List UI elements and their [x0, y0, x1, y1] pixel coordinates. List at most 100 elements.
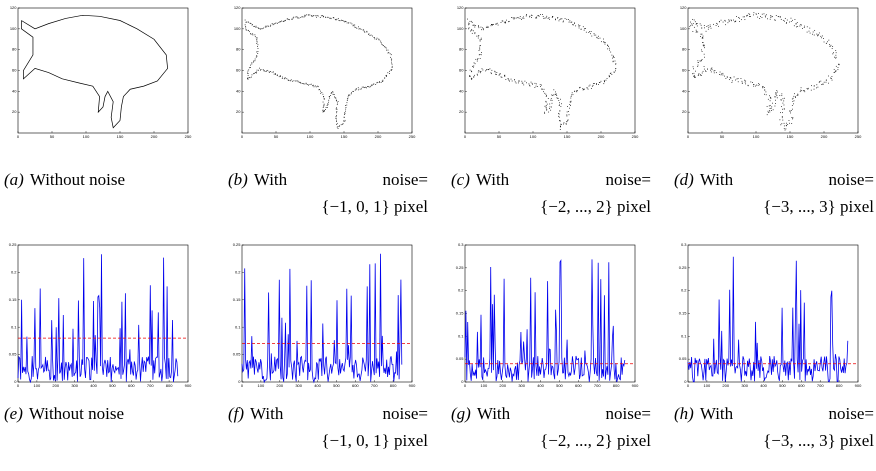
caption-line: (a) Without noise — [4, 166, 204, 193]
contour-dot — [695, 23, 697, 25]
contour-dot — [346, 98, 348, 100]
contour-dot — [830, 77, 831, 79]
contour-dot — [539, 84, 541, 86]
contour-dot — [561, 18, 563, 20]
contour-dot — [548, 111, 550, 113]
contour-dot — [576, 91, 578, 93]
contour-dot — [797, 94, 799, 96]
contour-dot — [343, 116, 345, 118]
caption: (e) Without noise — [4, 400, 204, 427]
contour-dot — [253, 26, 255, 27]
contour-dot — [250, 33, 252, 35]
contour-dot — [380, 42, 382, 44]
contour-dot — [719, 74, 720, 75]
contour-dot — [699, 23, 701, 25]
contour-dot — [322, 16, 324, 18]
contour-dot — [247, 70, 249, 72]
contour-dot — [782, 19, 784, 21]
contour-dot — [279, 21, 281, 23]
contour-dot — [694, 21, 696, 23]
contour-dot — [800, 87, 802, 89]
contour-dot — [720, 74, 722, 76]
contour-dot — [355, 89, 357, 91]
contour-dot — [779, 95, 781, 96]
contour-dot — [813, 34, 815, 36]
contour-dot — [519, 17, 521, 19]
contour-dot — [759, 84, 760, 86]
contour-dot — [360, 28, 362, 30]
contour-dot — [260, 69, 261, 71]
x-tick-label: 200 — [52, 383, 59, 388]
contour-dot — [335, 108, 337, 110]
contour-dot — [765, 94, 767, 96]
contour-dot — [336, 18, 338, 20]
contour-dot — [490, 25, 492, 27]
contour-dot — [604, 43, 606, 45]
contour-dot — [256, 51, 258, 53]
contour-dot — [480, 37, 482, 39]
contour-dot — [781, 106, 782, 108]
contour-dot — [245, 29, 247, 31]
contour-dot — [262, 69, 264, 71]
contour-dot — [555, 19, 556, 21]
contour-dot — [775, 15, 777, 16]
contour-dot — [728, 19, 730, 21]
contour-dot — [812, 33, 813, 35]
contour-dot — [254, 60, 256, 62]
contour-dot — [608, 47, 610, 49]
contour-dot — [606, 78, 608, 79]
contour-dot — [541, 84, 542, 86]
contour-dot — [482, 29, 484, 31]
x-tick-label: 0 — [687, 134, 690, 139]
contour-dot — [346, 22, 348, 24]
contour-dot — [350, 93, 352, 95]
contour-dot — [724, 20, 726, 22]
contour-dot — [503, 21, 505, 23]
panel-label: (g) — [451, 404, 471, 423]
contour-dot — [705, 70, 706, 72]
contour-dot — [834, 56, 835, 58]
contour-dot — [770, 15, 771, 17]
y-tick-label: 120 — [457, 5, 464, 10]
contour-dot — [697, 74, 699, 76]
contour-dot — [250, 33, 251, 35]
y-tick-label: 60 — [12, 68, 17, 73]
contour-dot — [469, 75, 471, 76]
contour-dot — [531, 14, 532, 16]
contour-dot — [471, 32, 473, 34]
contour-dot — [741, 82, 743, 84]
contour-dot — [512, 17, 514, 19]
contour-dot — [257, 51, 259, 52]
x-tick-label: 400 — [314, 383, 321, 388]
x-tick-label: 700 — [147, 383, 154, 388]
contour-dot — [372, 35, 373, 37]
plot: 0 50 100 150 200 250 20 40 60 80 100 120 — [457, 5, 639, 139]
contour-dot — [817, 35, 818, 37]
contour-dot — [336, 111, 338, 112]
caption-text: Without noise — [28, 404, 125, 423]
contour-dot — [305, 15, 306, 17]
contour-dot — [358, 28, 360, 30]
contour-dot — [585, 31, 587, 33]
contour-dot — [545, 101, 547, 103]
contour-dot — [286, 78, 288, 80]
contour-dot — [695, 29, 697, 31]
y-tick-label: 0.1 — [681, 333, 687, 338]
contour-dot — [769, 110, 771, 111]
plot: 0 50 100 150 200 250 20 40 60 80 100 120 — [680, 5, 862, 139]
contour-dot — [701, 36, 703, 38]
x-tick-label: 0 — [17, 383, 20, 388]
contour-dot — [486, 27, 488, 28]
contour-dot — [609, 73, 611, 75]
contour-dot — [776, 95, 778, 96]
contour-dot — [245, 21, 247, 23]
contour-dot — [825, 79, 827, 81]
contour-dot — [473, 65, 475, 67]
contour-dot — [779, 16, 781, 18]
contour-dot — [733, 76, 735, 78]
contour-dot — [544, 17, 546, 19]
y-tick-label: 40 — [682, 88, 687, 93]
contour-dot — [759, 18, 761, 19]
contour-dot — [382, 45, 384, 46]
contour-dot — [469, 20, 471, 22]
